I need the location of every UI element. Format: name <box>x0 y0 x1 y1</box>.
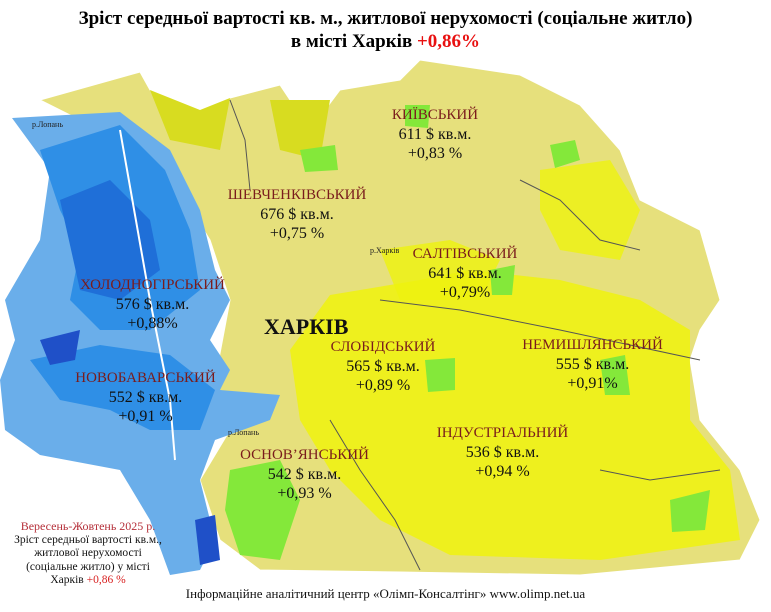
title-city: в місті Харків <box>290 31 413 52</box>
district-label-slobidskyi: СЛОБІДСЬКИЙ 565 $ кв.м. +0,89 % <box>330 339 436 394</box>
road-line <box>519 179 641 251</box>
river-label: р.Харків <box>370 246 400 255</box>
district-label-nemyshlianskyi: НЕМИШЛЯНСЬКИЙ 555 $ кв.м. +0,91% <box>522 337 663 392</box>
title-change: +0,86% <box>416 31 481 52</box>
park-area <box>425 358 455 392</box>
note-text: Зріст середньої вартості кв.м., житлової… <box>14 533 162 587</box>
district-area-blue <box>40 330 80 365</box>
park-area <box>670 490 710 532</box>
park-area <box>225 460 300 560</box>
park-area <box>550 140 580 168</box>
district-label-novobavarskyi: НОВОБАВАРСЬКИЙ 552 $ кв.м. +0,91 % <box>75 370 216 425</box>
title-line1: Зріст середньої вартості кв. м., житлово… <box>78 8 693 29</box>
note-change: +0,86 % <box>86 574 126 586</box>
road-line <box>229 99 251 191</box>
district-label-kyivskyi: КИЇВСЬКИЙ 611 $ кв.м. +0,83 % <box>391 107 479 162</box>
district-area-bright <box>540 160 640 260</box>
park-area <box>600 355 630 395</box>
park-area <box>490 265 515 295</box>
river-label: р.Лопань <box>228 428 259 437</box>
park-area <box>300 145 338 172</box>
park-area <box>405 105 430 128</box>
district-label-kholodnohirskyi: ХОЛОДНОГІРСЬКИЙ 576 $ кв.м. +0,88% <box>80 277 225 332</box>
district-label-shevchenkivskyi: ШЕВЧЕНКІВСЬКИЙ 676 $ кв.м. +0,75 % <box>227 187 367 242</box>
road-line <box>599 469 721 481</box>
railway-line <box>119 129 176 461</box>
footer-credit: Інформаційне аналітичний центр «Олімп-Ко… <box>185 586 586 601</box>
district-area-bright <box>150 90 230 150</box>
district-area-bright <box>290 270 740 560</box>
road-line <box>329 419 421 571</box>
district-area-bright <box>380 240 500 300</box>
title-line2: в місті Харків +0,86% <box>0 31 771 53</box>
city-label: ХАРКІВ <box>264 314 349 339</box>
district-label-osnovianskyi: ОСНОВ’ЯНСЬКИЙ 542 $ кв.м. +0,93 % <box>240 447 369 502</box>
district-area-bright <box>270 100 330 160</box>
district-area-blue <box>30 345 215 430</box>
district-area-blue <box>195 515 220 565</box>
note-period: Вересень-Жовтень 2025 р. <box>20 519 156 533</box>
river-label: р.Лопань <box>32 120 63 129</box>
road-line <box>379 299 701 361</box>
summary-note: Вересень-Жовтень 2025 р. Зріст середньої… <box>8 519 168 588</box>
district-label-industrialnyi: ІНДУСТРІАЛЬНИЙ 536 $ кв.м. +0,94 % <box>436 425 569 480</box>
district-label-saltivskyi: САЛТІВСЬКИЙ 641 $ кв.м. +0,79% <box>412 246 518 301</box>
